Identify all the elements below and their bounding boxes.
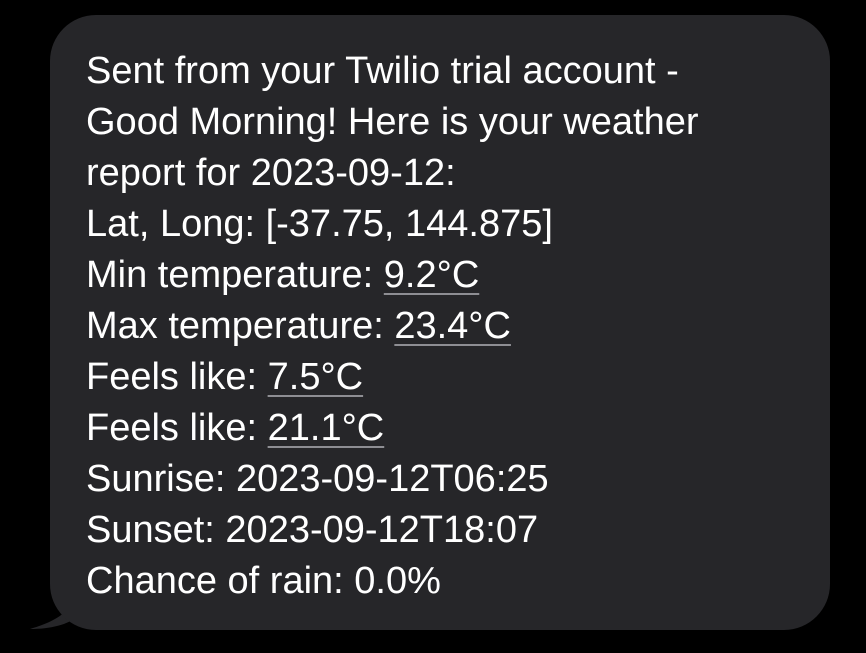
max-temperature-link[interactable]: 23.4°C <box>394 305 511 347</box>
max-temperature-line: Max temperature: 23.4°C <box>86 301 830 352</box>
message-bubble[interactable]: Sent from your Twilio trial account - Go… <box>50 15 830 630</box>
feels-like-min-label: Feels like: <box>86 356 268 398</box>
sunrise-line: Sunrise: 2023-09-12T06:25 <box>86 458 549 500</box>
lat-long-line: Lat, Long: [-37.75, 144.875] <box>86 203 553 245</box>
message-intro-line-3: report for 2023-09-12: <box>86 152 456 194</box>
feels-like-max-line: Feels like: 21.1°C <box>86 403 830 454</box>
min-temperature-label: Min temperature: <box>86 254 384 296</box>
sunset-line: Sunset: 2023-09-12T18:07 <box>86 509 539 551</box>
min-temperature-line: Min temperature: 9.2°C <box>86 250 830 301</box>
max-temperature-label: Max temperature: <box>86 305 395 347</box>
feels-like-min-link[interactable]: 7.5°C <box>267 356 364 398</box>
message-intro-line-1: Sent from your Twilio trial account - <box>86 50 679 92</box>
feels-like-min-line: Feels like: 7.5°C <box>86 352 830 403</box>
rain-chance-line: Chance of rain: 0.0% <box>86 560 441 602</box>
min-temperature-link[interactable]: 9.2°C <box>383 254 480 296</box>
feels-like-max-link[interactable]: 21.1°C <box>267 407 385 449</box>
message-intro-line-2: Good Morning! Here is your weather <box>86 101 699 143</box>
feels-like-max-label: Feels like: <box>86 407 268 449</box>
